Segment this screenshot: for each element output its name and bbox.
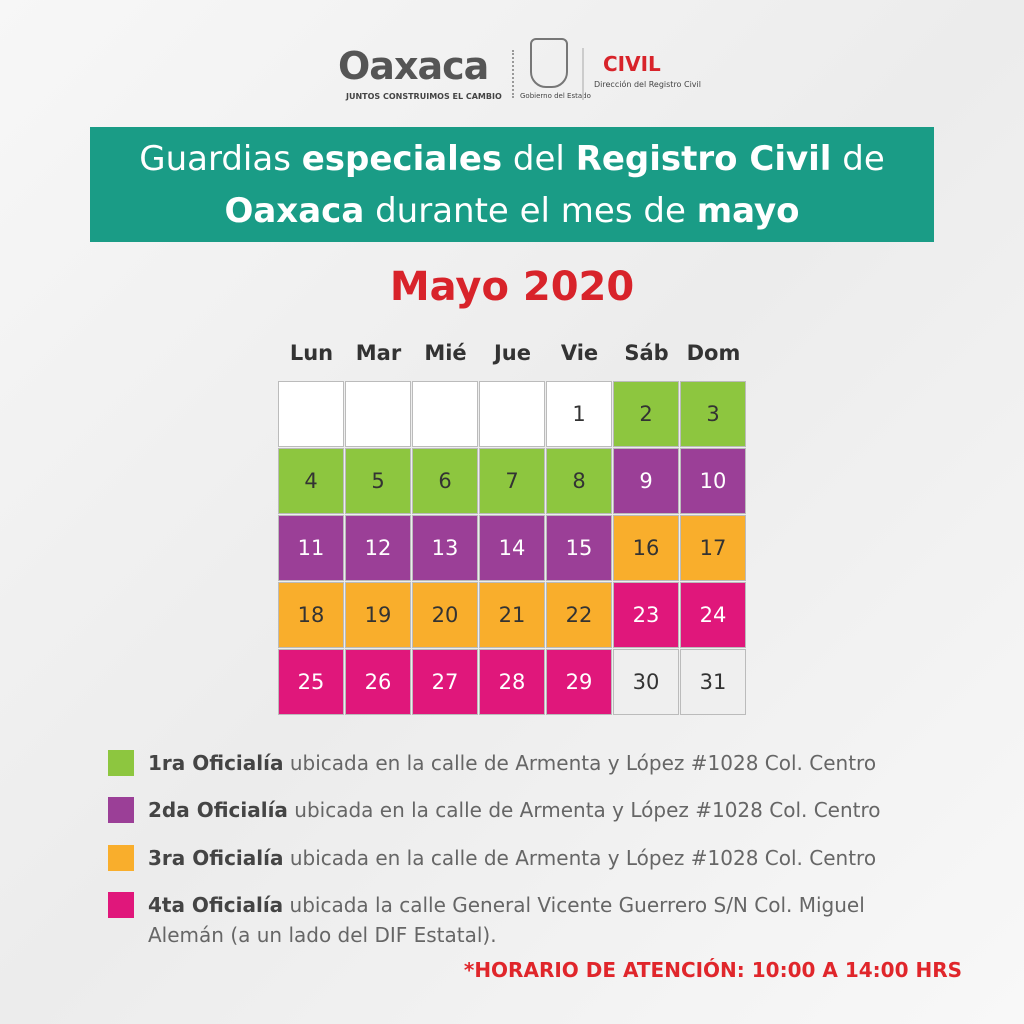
- calendar-cell: 13: [412, 515, 478, 581]
- calendar-cell: 15: [546, 515, 612, 581]
- legend-text: 1ra Oficialía ubicada en la calle de Arm…: [148, 748, 928, 778]
- legend-swatch: [108, 892, 134, 918]
- calendar-cell: 26: [345, 649, 411, 715]
- calendar-cell: 31: [680, 649, 746, 715]
- weekday: Vie: [560, 341, 599, 365]
- legend-name: 3ra Oficialía: [148, 846, 284, 870]
- legend-name: 1ra Oficialía: [148, 751, 284, 775]
- calendar-cell: 7: [479, 448, 545, 514]
- calendar-cell: [412, 381, 478, 447]
- calendar-cell: [278, 381, 344, 447]
- calendar-cell: 30: [613, 649, 679, 715]
- civil: CIVIL: [603, 52, 661, 76]
- calendar-cell: 23: [613, 582, 679, 648]
- calendar-cell: 10: [680, 448, 746, 514]
- legend-swatch: [108, 797, 134, 823]
- calendar-cell: 8: [546, 448, 612, 514]
- title-line: Guardias especiales del Registro Civil d…: [90, 133, 934, 185]
- directorate: Dirección del Registro Civil: [594, 80, 701, 89]
- calendar-cell: 3: [680, 381, 746, 447]
- government: Gobierno del Estado: [520, 92, 591, 100]
- title-segment: de: [831, 138, 885, 179]
- calendar-cell: 16: [613, 515, 679, 581]
- note: *HORARIO DE ATENCIÓN: 10:00 A 14:00 HRS: [463, 958, 962, 982]
- calendar-cell: 27: [412, 649, 478, 715]
- title-segment: Oaxaca: [224, 190, 365, 231]
- crest: [530, 38, 568, 88]
- calendar-cell: 22: [546, 582, 612, 648]
- legend-description: ubicada en la calle de Armenta y López #…: [283, 751, 877, 775]
- title-segment: durante el mes de: [364, 190, 697, 231]
- calendar-cell: [345, 381, 411, 447]
- title-segment: especiales: [301, 138, 503, 179]
- legend-description: ubicada la calle General Vicente Guerrer…: [148, 893, 872, 947]
- weekday: Mié: [424, 341, 467, 365]
- calendar-cell: [479, 381, 545, 447]
- legend-text: 3ra Oficialía ubicada en la calle de Arm…: [148, 843, 928, 873]
- calendar-cell: 14: [479, 515, 545, 581]
- slogan: JUNTOS CONSTRUIMOS EL CAMBIO: [346, 92, 502, 101]
- divider: [512, 50, 515, 98]
- weekday: Mar: [355, 341, 402, 365]
- calendar-cell: 17: [680, 515, 746, 581]
- weekday: Sáb: [624, 341, 669, 365]
- legend-swatch: [108, 750, 134, 776]
- calendar-cell: 21: [479, 582, 545, 648]
- title-segment: del: [502, 138, 576, 179]
- title-line: Oaxaca durante el mes de mayo: [90, 185, 934, 237]
- calendar-cell: 4: [278, 448, 344, 514]
- calendar-cell: 28: [479, 649, 545, 715]
- calendar-cell: 18: [278, 582, 344, 648]
- title-segment: Registro Civil: [575, 138, 832, 179]
- calendar-cell: 1: [546, 381, 612, 447]
- legend-text: 4ta Oficialía ubicada la calle General V…: [148, 890, 928, 950]
- divider: [582, 48, 584, 100]
- legend-name: 2da Oficialía: [148, 798, 288, 822]
- title-segment: mayo: [696, 190, 800, 231]
- legend-text: 2da Oficialía ubicada en la calle de Arm…: [148, 795, 928, 825]
- legend-swatch: [108, 845, 134, 871]
- calendar-cell: 2: [613, 381, 679, 447]
- calendar-cell: 29: [546, 649, 612, 715]
- weekday: Lun: [289, 341, 334, 365]
- legend-description: ubicada en la calle de Armenta y López #…: [287, 798, 881, 822]
- legend-description: ubicada en la calle de Armenta y López #…: [283, 846, 877, 870]
- title-segment: Guardias: [139, 138, 302, 179]
- calendar-cell: 25: [278, 649, 344, 715]
- calendar-cell: 9: [613, 448, 679, 514]
- calendar-cell: 6: [412, 448, 478, 514]
- brand: Oaxaca: [338, 44, 489, 88]
- weekday: Jue: [493, 341, 531, 365]
- title-box: Guardias especiales del Registro Civil d…: [90, 127, 934, 242]
- month-title: Mayo 2020: [389, 264, 635, 310]
- weekday: Dom: [686, 341, 741, 365]
- calendar-cell: 5: [345, 448, 411, 514]
- calendar-cell: 19: [345, 582, 411, 648]
- calendar-cell: 20: [412, 582, 478, 648]
- calendar-cell: 12: [345, 515, 411, 581]
- calendar-cell: 24: [680, 582, 746, 648]
- legend-name: 4ta Oficialía: [148, 893, 284, 917]
- calendar-cell: 11: [278, 515, 344, 581]
